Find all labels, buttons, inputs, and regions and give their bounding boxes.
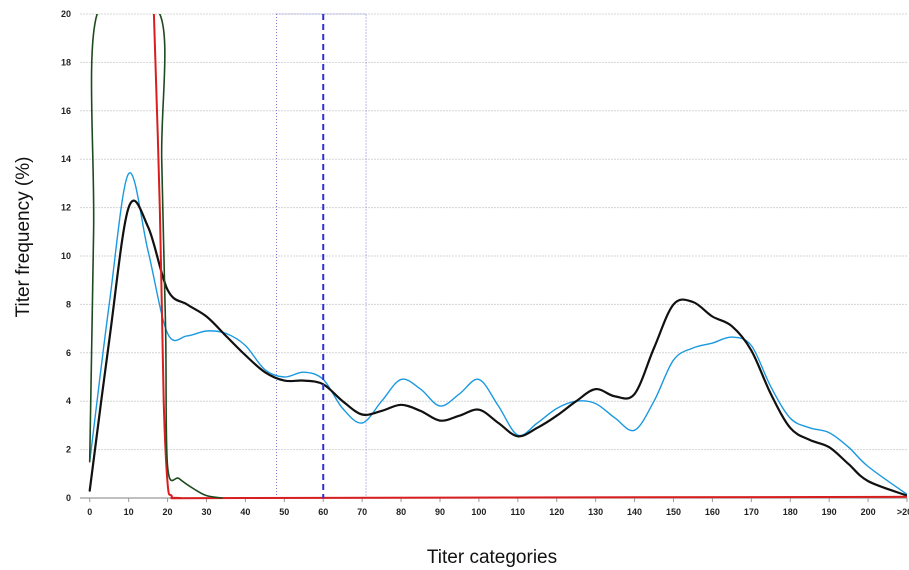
y-tick-label: 16	[61, 106, 71, 116]
x-tick-label: 120	[549, 507, 564, 517]
x-tick-label: 70	[357, 507, 367, 517]
x-tick-label: 200	[861, 507, 876, 517]
y-tick-label: 4	[66, 396, 71, 406]
x-tick-label: 180	[783, 507, 798, 517]
x-tick-label: 0	[87, 507, 92, 517]
x-tick-label: 90	[435, 507, 445, 517]
x-tick-label: 50	[279, 507, 289, 517]
series-line-3	[152, 14, 907, 500]
y-tick-label: 0	[66, 493, 71, 503]
x-tick-label: 130	[588, 507, 603, 517]
y-tick-label: 10	[61, 251, 71, 261]
x-axis-title: Titer categories	[427, 547, 557, 568]
grid-lines	[80, 13, 908, 502]
x-tick-label: 160	[705, 507, 720, 517]
series-line-2	[88, 199, 907, 497]
series-group	[88, 14, 907, 500]
x-tick-label: 60	[318, 507, 328, 517]
y-tick-label: 6	[66, 348, 71, 358]
x-tick-label: >200	[897, 507, 909, 517]
y-tick-label: 2	[66, 445, 71, 455]
y-tick-label: 8	[66, 299, 71, 309]
x-tick-labels: 0 10 20 30 40 50 60 70 80 90 100 110 120 130 140 150 160…	[87, 507, 909, 517]
x-tick-label: 190	[822, 507, 837, 517]
x-tick-label: 170	[744, 507, 759, 517]
y-tick-label: 14	[61, 154, 71, 164]
y-tick-label: 18	[61, 57, 71, 67]
x-tick-label: 80	[396, 507, 406, 517]
x-tick-label: 20	[163, 507, 173, 517]
x-tick-label: 100	[471, 507, 486, 517]
y-tick-label: 20	[61, 9, 71, 19]
series-line-1	[89, 172, 907, 496]
x-tick-label: 110	[511, 507, 526, 517]
x-tick-label: 140	[627, 507, 642, 517]
series-line-4	[88, 14, 223, 499]
x-tick-label: 150	[666, 507, 681, 517]
x-tick-label: 30	[201, 507, 211, 517]
y-tick-labels: 0 2 4 6 8 10 12 14 16 18 20	[61, 9, 71, 503]
y-axis-title: Titer frequency (%)	[13, 157, 34, 318]
x-tick-label: 40	[240, 507, 250, 517]
x-tick-label: 10	[124, 507, 134, 517]
y-tick-label: 12	[61, 203, 71, 213]
